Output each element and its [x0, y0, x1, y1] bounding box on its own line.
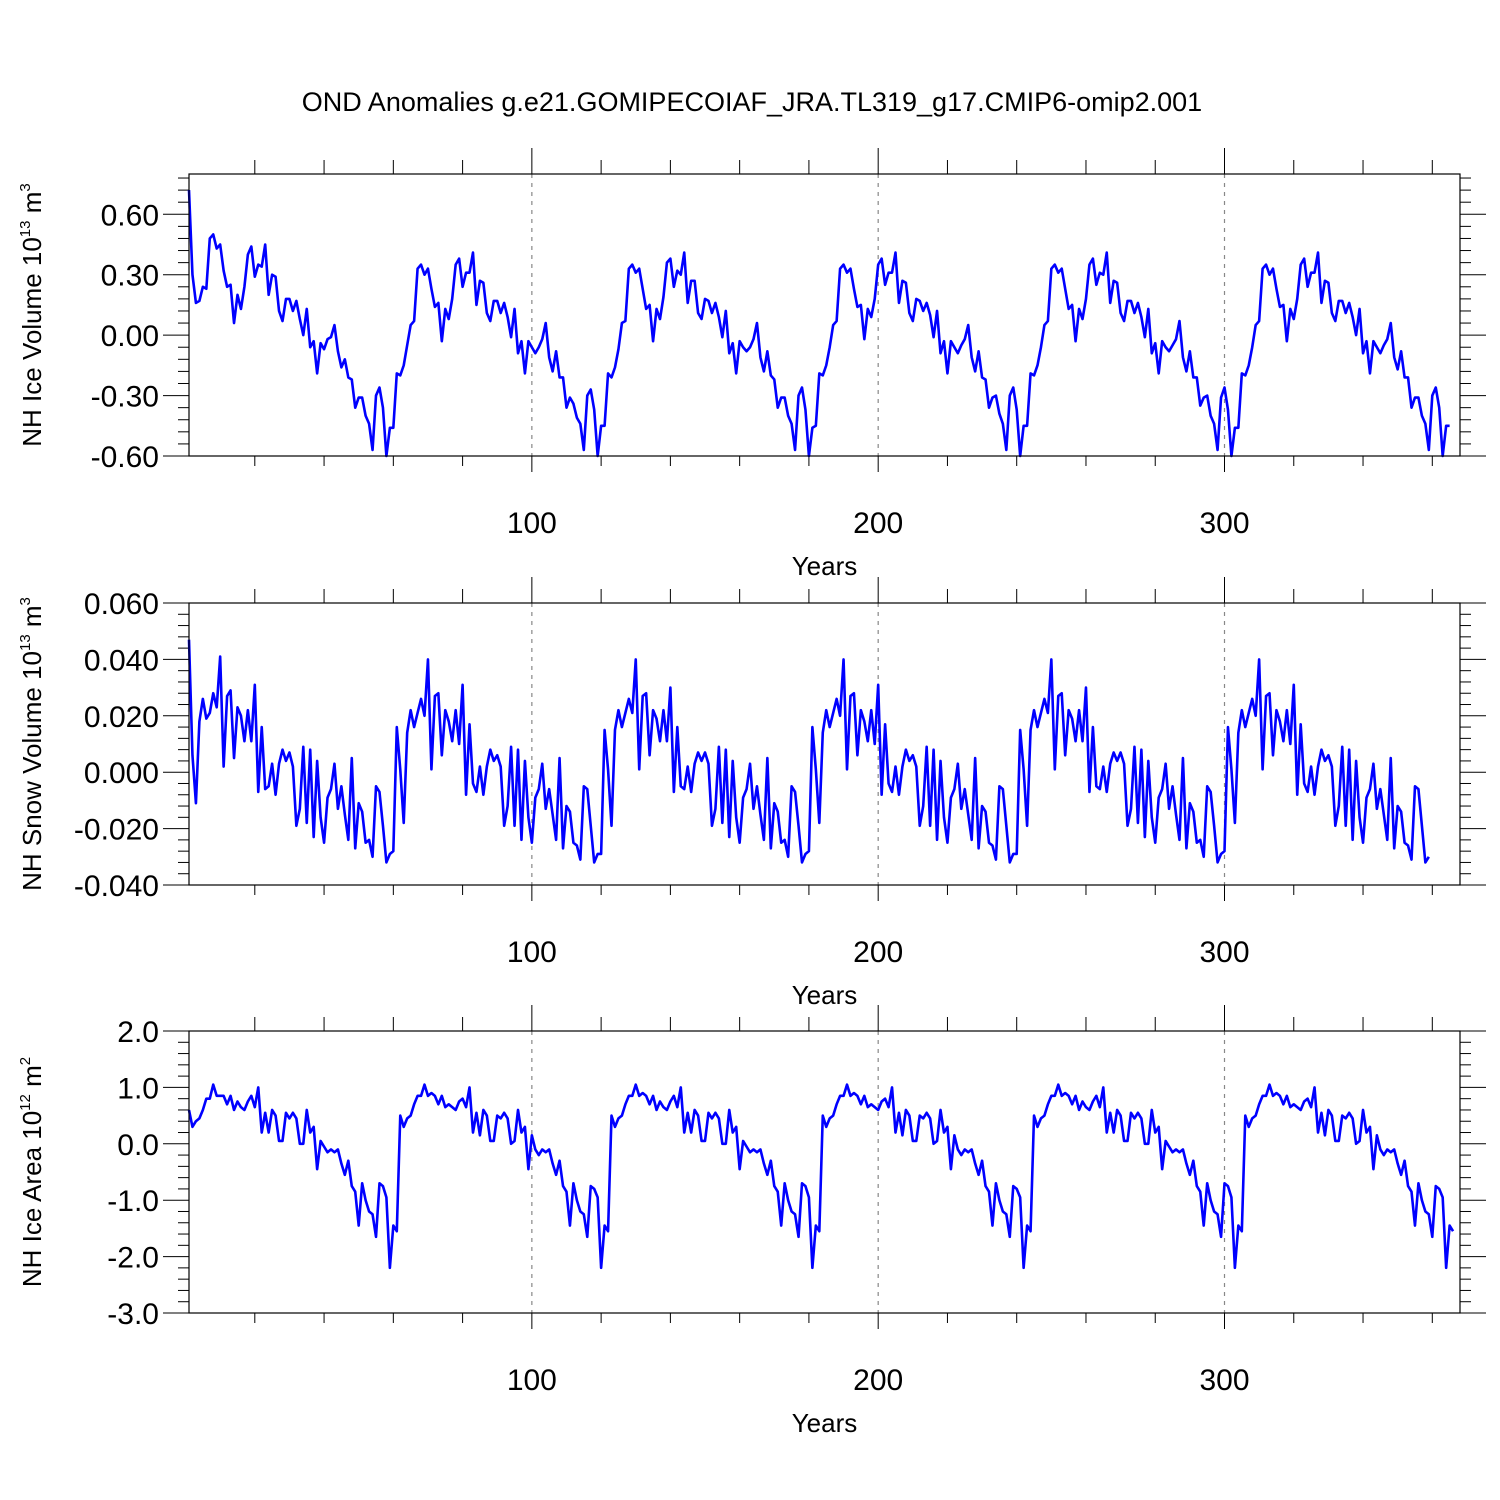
ice-volume-y-axis-label: NH Ice Volume 1013 m3 [17, 183, 47, 446]
x-tick-label: 300 [1199, 936, 1249, 969]
y-tick-label: 0.060 [84, 588, 159, 621]
ice-volume-panel: -0.60 -0.30 0.00 0.30 0.60 100 200 300 Years NH I… [17, 148, 1486, 581]
x-tick-label: 100 [507, 936, 557, 969]
y-tick-label: -0.30 [91, 381, 159, 414]
x-tick-label: 100 [507, 507, 557, 540]
y-tick-label: -0.60 [91, 441, 159, 474]
snow-volume-plot-frame [188, 602, 1461, 886]
x-tick-label: 200 [853, 936, 903, 969]
snow-volume-panel: -0.040 -0.020 0.000 0.020 0.040 0.060 100 200 30… [17, 577, 1486, 1010]
y-tick-label: -3.0 [107, 1298, 159, 1331]
y-tick-label: -2.0 [107, 1242, 159, 1275]
x-tick-label: 100 [507, 1364, 557, 1397]
snow-volume-y-axis-label: NH Snow Volume 1013 m3 [17, 597, 47, 891]
y-tick-label: 1.0 [117, 1072, 159, 1105]
y-tick-label: 2.0 [117, 1016, 159, 1049]
x-tick-label: 300 [1199, 1364, 1249, 1397]
y-tick-label: -0.040 [74, 870, 159, 903]
ice-volume-series-line [187, 190, 1450, 458]
y-tick-label: 0.30 [101, 260, 159, 293]
x-tick-label: 200 [853, 507, 903, 540]
y-tick-label: 0.000 [84, 757, 159, 790]
ice-volume-plot-frame [188, 173, 1461, 457]
ice-area-series-line [187, 1083, 1455, 1270]
y-tick-label: 0.040 [84, 644, 159, 677]
chart-title: OND Anomalies g.e21.GOMIPECOIAF_JRA.TL31… [302, 87, 1202, 117]
y-tick-label: -0.020 [74, 814, 159, 847]
ice-area-x-axis-label: Years [792, 1408, 858, 1438]
y-tick-label: 0.0 [117, 1129, 159, 1162]
x-tick-label: 200 [853, 1364, 903, 1397]
y-tick-label: -1.0 [107, 1185, 159, 1218]
snow-volume-series-line [187, 639, 1430, 864]
y-tick-label: 0.60 [101, 199, 159, 232]
ice-volume-x-axis-label: Years [792, 551, 858, 581]
ice-area-panel: -3.0 -2.0 -1.0 0.0 1.0 2.0 100 200 300 Years NH Ic… [17, 1005, 1486, 1438]
ice-area-y-axis-label: NH Ice Area 1012 m2 [17, 1057, 47, 1287]
x-tick-label: 300 [1199, 507, 1249, 540]
y-tick-label: 0.020 [84, 701, 159, 734]
snow-volume-x-axis-label: Years [792, 980, 858, 1010]
ice-area-plot-frame [188, 1030, 1461, 1314]
y-tick-label: 0.00 [101, 320, 159, 353]
